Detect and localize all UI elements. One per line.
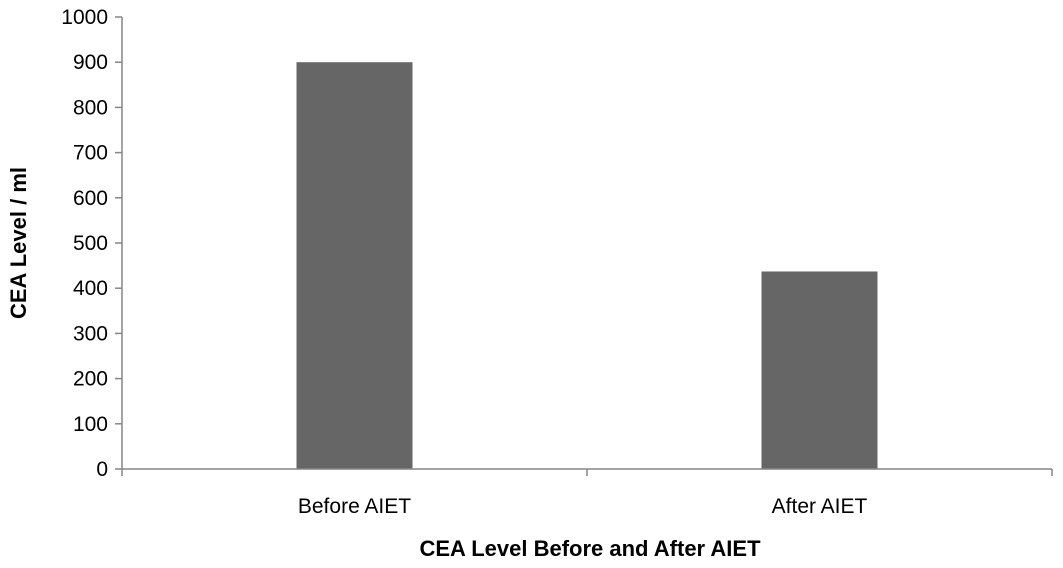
x-axis-labels: Before AIET After AIET bbox=[298, 495, 868, 518]
y-tick-label: 300 bbox=[73, 322, 108, 345]
y-axis-title: CEA Level / ml bbox=[6, 167, 31, 319]
bar-after-aiet bbox=[761, 271, 878, 469]
y-tick-label: 100 bbox=[73, 413, 108, 436]
y-tick-label: 200 bbox=[73, 368, 108, 391]
y-tick-label: 400 bbox=[73, 277, 108, 300]
y-axis-ticks: 0 100 200 300 400 500 600 700 800 900 1000 bbox=[61, 6, 122, 481]
y-tick-label: 700 bbox=[73, 142, 108, 165]
x-axis-title: CEA Level Before and After AIET bbox=[419, 536, 761, 561]
y-tick-label: 1000 bbox=[61, 6, 108, 29]
x-category-label: Before AIET bbox=[298, 495, 411, 518]
y-tick-label: 900 bbox=[73, 51, 108, 74]
y-tick-label: 800 bbox=[73, 96, 108, 119]
y-tick-label: 0 bbox=[96, 458, 108, 481]
y-tick-label: 500 bbox=[73, 232, 108, 255]
x-category-label: After AIET bbox=[772, 495, 868, 518]
bar-before-aiet bbox=[296, 62, 413, 469]
axes bbox=[121, 17, 1053, 476]
y-tick-label: 600 bbox=[73, 187, 108, 210]
bars bbox=[296, 62, 878, 469]
